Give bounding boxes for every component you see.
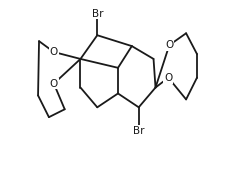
Text: Br: Br	[92, 9, 103, 18]
Text: O: O	[50, 79, 58, 89]
Text: Br: Br	[133, 126, 144, 136]
Text: O: O	[164, 73, 173, 83]
Text: O: O	[50, 47, 58, 57]
Text: O: O	[165, 40, 173, 50]
